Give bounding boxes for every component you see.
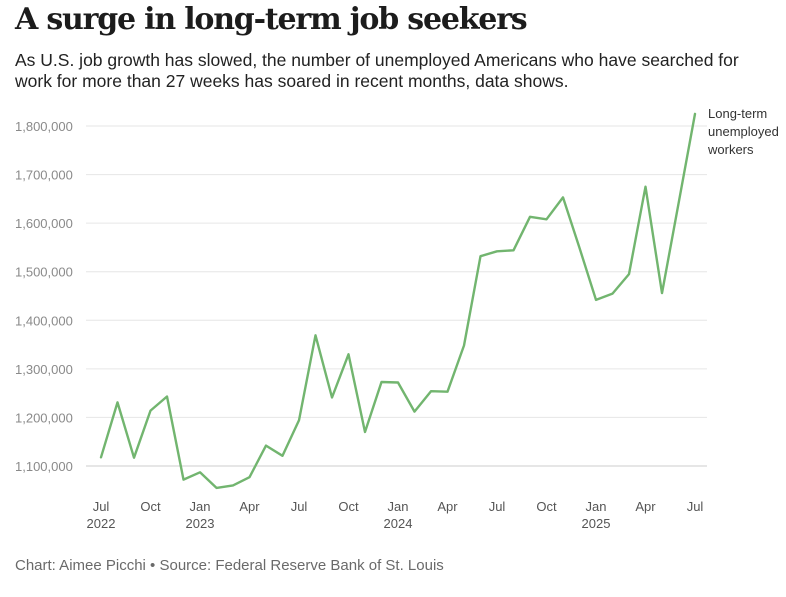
source-credit: Chart: Aimee Picchi • Source: Federal Re…	[15, 557, 444, 574]
data-point	[593, 297, 599, 303]
data-point	[296, 417, 302, 423]
data-point	[445, 389, 451, 395]
legend-label-line: workers	[707, 142, 754, 157]
y-tick-label: 1,600,000	[15, 216, 73, 231]
x-tick-label: Oct	[338, 499, 359, 514]
data-point	[676, 201, 682, 207]
y-tick-label: 1,300,000	[15, 362, 73, 377]
x-tick-label: Jul	[93, 499, 110, 514]
x-tick-year-label: 2024	[384, 516, 413, 531]
data-point	[197, 469, 203, 475]
data-point	[214, 485, 220, 491]
x-tick-year-label: 2023	[186, 516, 215, 531]
x-tick-label: Apr	[239, 499, 260, 514]
data-point	[478, 253, 484, 259]
chart-title: A surge in long-term job seekers	[15, 2, 528, 37]
data-point	[560, 194, 566, 200]
x-tick-label: Jul	[291, 499, 308, 514]
series-points	[98, 111, 698, 491]
data-point	[626, 271, 632, 277]
legend-label-line: unemployed	[708, 124, 779, 139]
data-point	[379, 379, 385, 385]
data-point	[659, 290, 665, 296]
data-point	[263, 443, 269, 449]
x-tick-label: Jan	[586, 499, 607, 514]
gridlines	[86, 125, 707, 467]
y-tick-label: 1,700,000	[15, 168, 73, 183]
series-legend: Long-term unemployed workers	[707, 106, 779, 157]
y-tick-label: 1,200,000	[15, 410, 73, 425]
x-tick-label: Apr	[437, 499, 458, 514]
x-tick-label: Jan	[190, 499, 211, 514]
data-point	[494, 248, 500, 254]
y-tick-label: 1,400,000	[15, 313, 73, 328]
y-tick-label: 1,100,000	[15, 459, 73, 474]
x-tick-label: Jul	[489, 499, 506, 514]
y-tick-label: 1,800,000	[15, 119, 73, 134]
x-tick-label: Apr	[635, 499, 656, 514]
data-point	[181, 477, 187, 483]
data-point	[164, 394, 170, 400]
data-point	[395, 379, 401, 385]
series-line	[99, 112, 697, 490]
y-axis-ticks: 1,100,000 1,200,000 1,300,000 1,400,000 1,50…	[15, 119, 73, 474]
series-layer	[98, 111, 698, 491]
data-point	[643, 184, 649, 190]
data-point	[280, 453, 286, 459]
x-tick-year-label: 2025	[582, 516, 611, 531]
data-point	[148, 408, 154, 414]
data-point	[692, 111, 698, 117]
data-point	[428, 388, 434, 394]
data-point	[115, 399, 121, 405]
x-axis-ticks: Jul 2022 Oct Jan 2023 Apr Jul Oct Jan 2024 Apr Jul O…	[87, 499, 704, 531]
x-tick-year-label: 2022	[87, 516, 116, 531]
data-point	[98, 454, 104, 460]
data-point	[131, 455, 137, 461]
data-point	[461, 343, 467, 349]
x-tick-label: Jul	[687, 499, 704, 514]
legend-label-line: Long-term	[708, 106, 767, 121]
data-point	[313, 332, 319, 338]
data-point	[329, 395, 335, 401]
data-point	[362, 429, 368, 435]
data-point	[511, 247, 517, 253]
x-tick-label: Jan	[388, 499, 409, 514]
x-tick-label: Oct	[536, 499, 557, 514]
data-point	[610, 291, 616, 297]
chart-subtitle: As U.S. job growth has slowed, the numbe…	[15, 50, 739, 91]
data-point	[544, 216, 550, 222]
y-tick-label: 1,500,000	[15, 265, 73, 280]
x-tick-label: Oct	[140, 499, 161, 514]
data-point	[577, 245, 583, 251]
data-point	[247, 474, 253, 480]
data-point	[412, 409, 418, 415]
data-point	[230, 482, 236, 488]
data-point	[527, 214, 533, 220]
data-point	[346, 351, 352, 357]
